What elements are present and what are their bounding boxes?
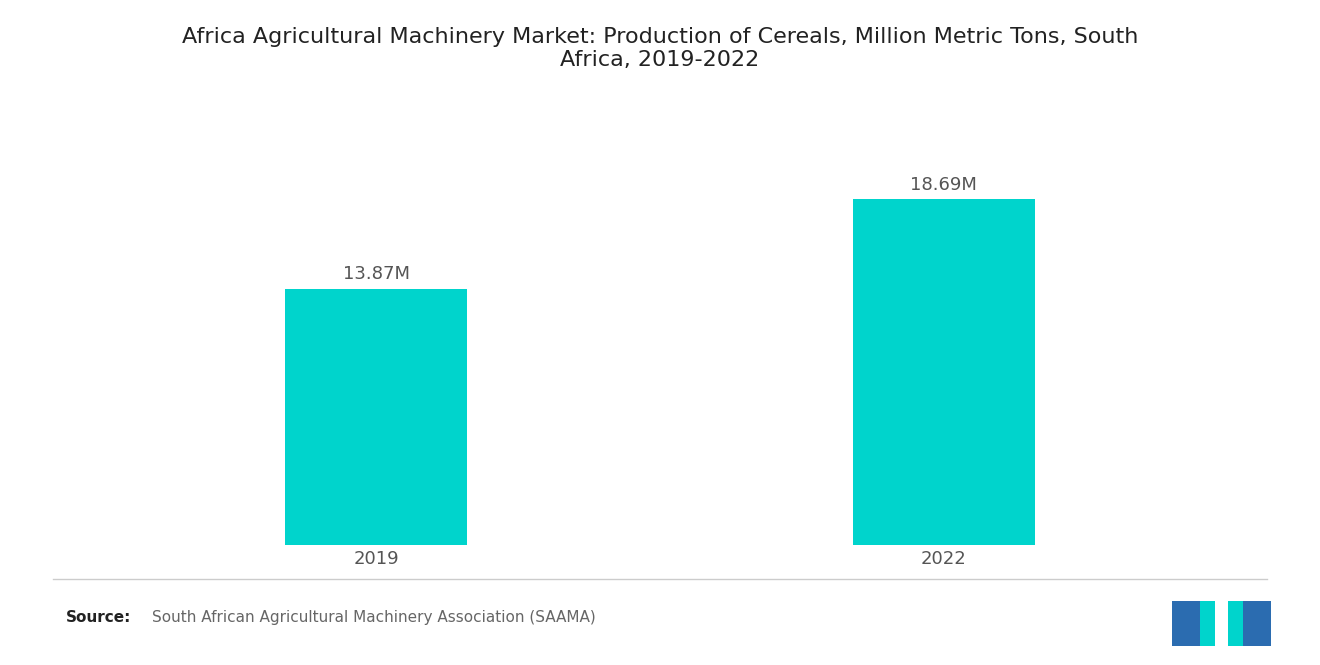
Text: 13.87M: 13.87M xyxy=(343,265,409,283)
Polygon shape xyxy=(1228,601,1271,646)
Polygon shape xyxy=(1200,601,1216,646)
Text: South African Agricultural Machinery Association (SAAMA): South African Agricultural Machinery Ass… xyxy=(152,610,595,625)
Text: 18.69M: 18.69M xyxy=(911,176,977,194)
Text: Africa Agricultural Machinery Market: Production of Cereals, Million Metric Tons: Africa Agricultural Machinery Market: Pr… xyxy=(182,27,1138,70)
Polygon shape xyxy=(1228,601,1243,646)
Bar xyxy=(853,200,1035,545)
Text: Source:: Source: xyxy=(66,610,132,625)
Polygon shape xyxy=(1172,601,1216,646)
Bar xyxy=(285,289,467,545)
